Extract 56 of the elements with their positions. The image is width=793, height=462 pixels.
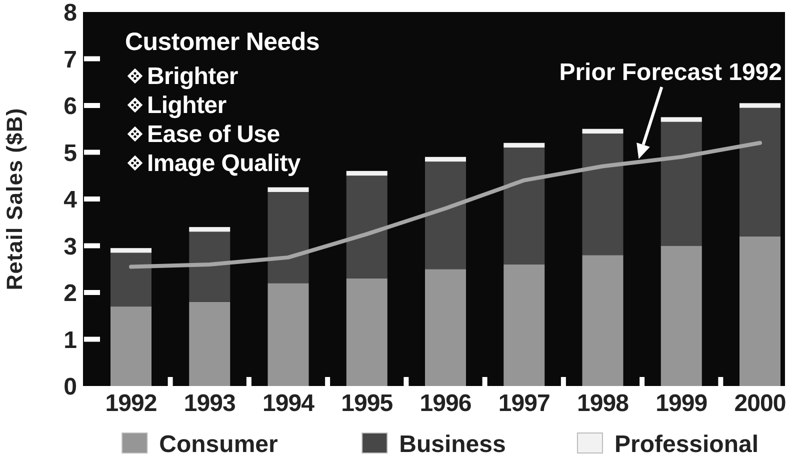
x-tick-label: 1995 (341, 390, 393, 417)
bar (189, 232, 230, 302)
x-tick-label: 1993 (184, 390, 236, 417)
annotation: Customer Needs (125, 28, 320, 56)
bar (110, 306, 152, 386)
y-tick-label: 4 (64, 186, 78, 214)
bar (660, 117, 702, 122)
bar (189, 227, 230, 232)
legend-label: Professional (614, 431, 759, 458)
x-tick-label: 1992 (105, 390, 157, 417)
bar (425, 156, 466, 162)
y-tick-label: 5 (64, 140, 77, 167)
bar (660, 122, 702, 246)
annotation: Ease of Use (147, 121, 280, 148)
bar (425, 162, 466, 270)
bar (740, 236, 780, 386)
bar (110, 248, 152, 253)
bar (268, 187, 309, 192)
bar (189, 302, 230, 386)
x-tick-label: 2000 (734, 390, 786, 417)
y-axis-title: Retail Sales ($B) (2, 108, 27, 290)
text: Prior Forecast 1992 (559, 59, 782, 86)
y-tick-label: 0 (64, 374, 77, 401)
bar (740, 103, 780, 108)
x-tick-label: 1997 (498, 390, 550, 417)
x-tick-label: 1999 (656, 390, 708, 417)
bar (504, 148, 545, 264)
y-tick-label: 1 (64, 326, 77, 354)
y-tick-label: 6 (64, 93, 77, 120)
y-tick-label: 3 (64, 233, 77, 260)
x-tick-label: 1994 (262, 390, 316, 417)
bar (582, 255, 624, 386)
bar (268, 283, 309, 386)
bar (346, 278, 388, 386)
legend-label: Business (399, 431, 506, 458)
bar (660, 246, 702, 386)
legend-label: Consumer (159, 431, 278, 458)
y-tick-label: 2 (64, 280, 77, 308)
bar (504, 142, 545, 148)
bar (346, 170, 388, 176)
x-tick-label: 1996 (420, 390, 472, 417)
y-tick-label: 8 (64, 0, 77, 27)
annotation: Lighter (147, 92, 226, 119)
line-series (129, 140, 762, 269)
annotation: Image Quality (147, 150, 302, 177)
bar (582, 134, 624, 256)
bar (740, 108, 780, 236)
bar (346, 176, 388, 278)
y-tick-label: 7 (64, 46, 77, 74)
x-tick-label: 1998 (577, 390, 629, 417)
annotation: Brighter (147, 63, 238, 90)
bar (110, 252, 152, 307)
bar (582, 128, 624, 134)
bar (425, 269, 466, 386)
bar (504, 264, 545, 386)
bar (268, 192, 309, 284)
